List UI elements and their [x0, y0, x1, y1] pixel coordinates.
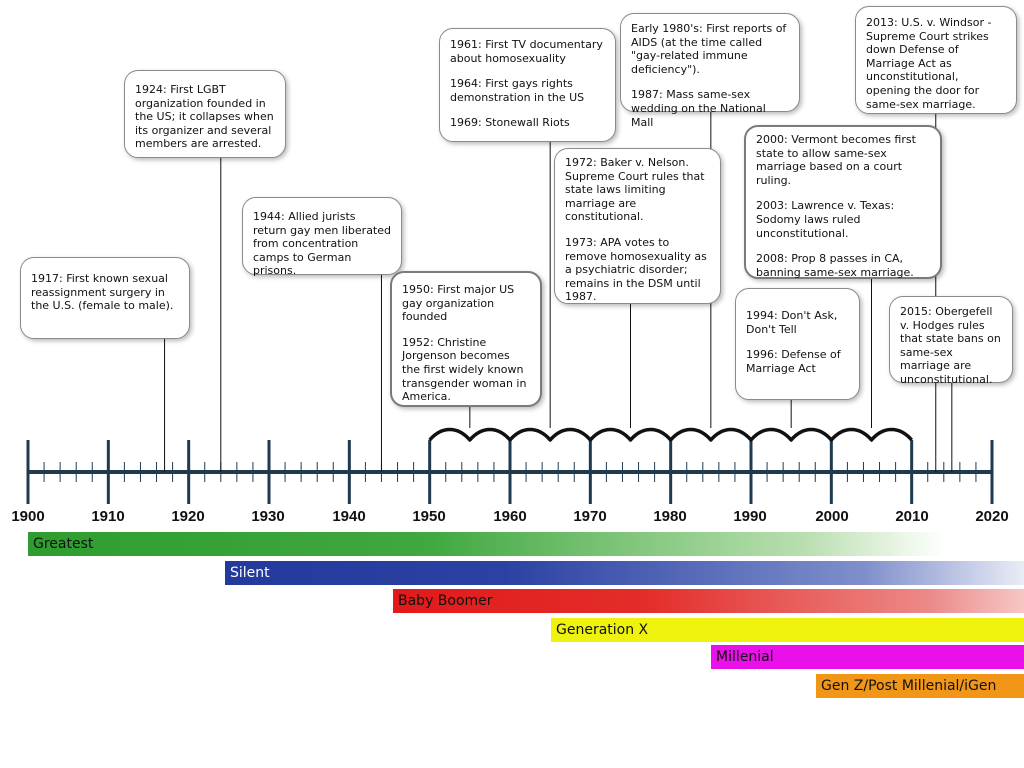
event-1961-text: 1961: First TV documentary about homosex…: [450, 38, 603, 65]
generation-bar-greatest: Greatest: [28, 532, 1024, 556]
event-1973-text: 1973: APA votes to remove homosexuality …: [565, 235, 707, 304]
event-note-1961: 1961: First TV documentary about homosex…: [439, 28, 616, 142]
event-note-1994: 1994: Don't Ask, Don't Tell 1996: Defens…: [735, 288, 860, 400]
year-label-1990: 1990: [733, 508, 767, 525]
year-label-2010: 2010: [895, 508, 929, 525]
year-label-1960: 1960: [493, 508, 527, 525]
generation-bar-generation-x: Generation X: [551, 618, 1024, 642]
year-label-1900: 1900: [11, 508, 45, 525]
event-note-2000: 2000: Vermont becomes first state to all…: [744, 125, 942, 279]
event-note-2013: 2013: U.S. v. Windsor - Supreme Court st…: [855, 6, 1017, 114]
event-note-1972: 1972: Baker v. Nelson. Supreme Court rul…: [554, 148, 721, 304]
event-note-1944: 1944: Allied jurists return gay men libe…: [242, 197, 402, 278]
event-note-1950: 1950: First major US gay organization fo…: [390, 271, 542, 407]
event-1924-text: 1924: First LGBT organization founded in…: [135, 83, 274, 151]
event-2015-text: 2015: Obergefell v. Hodges rules that st…: [900, 305, 1001, 386]
generation-bar-silent: Silent: [225, 561, 1024, 585]
event-note-2015: 2015: Obergefell v. Hodges rules that st…: [889, 296, 1013, 386]
event-1972-text: 1972: Baker v. Nelson. Supreme Court rul…: [565, 156, 705, 224]
event-note-1980s: Early 1980's: First reports of AIDS (at …: [620, 13, 800, 129]
year-label-1980: 1980: [653, 508, 687, 525]
year-label-2000: 2000: [815, 508, 849, 525]
event-note-1924: 1924: First LGBT organization founded in…: [124, 70, 286, 158]
year-label-1920: 1920: [171, 508, 205, 525]
event-2013-text: 2013: U.S. v. Windsor - Supreme Court st…: [866, 16, 992, 111]
event-2008-text: 2008: Prop 8 passes in CA, banning same-…: [756, 252, 914, 279]
generation-bar-millenial: Millenial: [711, 645, 1024, 669]
year-label-2020: 2020: [975, 508, 1009, 525]
event-1964-text: 1964: First gays rights demonstration in…: [450, 77, 585, 104]
event-2000-text: 2000: Vermont becomes first state to all…: [756, 133, 916, 187]
year-label-1970: 1970: [573, 508, 607, 525]
event-1980s-text: Early 1980's: First reports of AIDS (at …: [631, 22, 787, 76]
event-2003-text: 2003: Lawrence v. Texas: Sodomy laws rul…: [756, 199, 895, 240]
event-1944-text: 1944: Allied jurists return gay men libe…: [253, 210, 391, 278]
year-label-1940: 1940: [332, 508, 366, 525]
event-note-1917: 1917: First known sexual reassignment su…: [20, 257, 190, 339]
decade-bracket-wave: [428, 427, 913, 442]
generation-bar-gen-z: Gen Z/Post Millenial/iGen: [816, 674, 1024, 698]
year-label-1950: 1950: [412, 508, 446, 525]
generation-bar-baby-boomer: Baby Boomer: [393, 589, 1024, 613]
year-label-1930: 1930: [251, 508, 285, 525]
event-1917-text: 1917: First known sexual reassignment su…: [31, 272, 174, 313]
event-1987-text: 1987: Mass same-sex wedding on the Natio…: [631, 88, 766, 129]
event-1994-text: 1994: Don't Ask, Don't Tell: [746, 309, 838, 336]
event-1950-text: 1950: First major US gay organization fo…: [402, 283, 515, 324]
event-1996-text: 1996: Defense of Marriage Act: [746, 348, 841, 375]
event-1952-text: 1952: Christine Jorgenson becomes the fi…: [402, 335, 527, 404]
event-1969-text: 1969: Stonewall Riots: [450, 116, 570, 130]
year-label-1910: 1910: [91, 508, 125, 525]
